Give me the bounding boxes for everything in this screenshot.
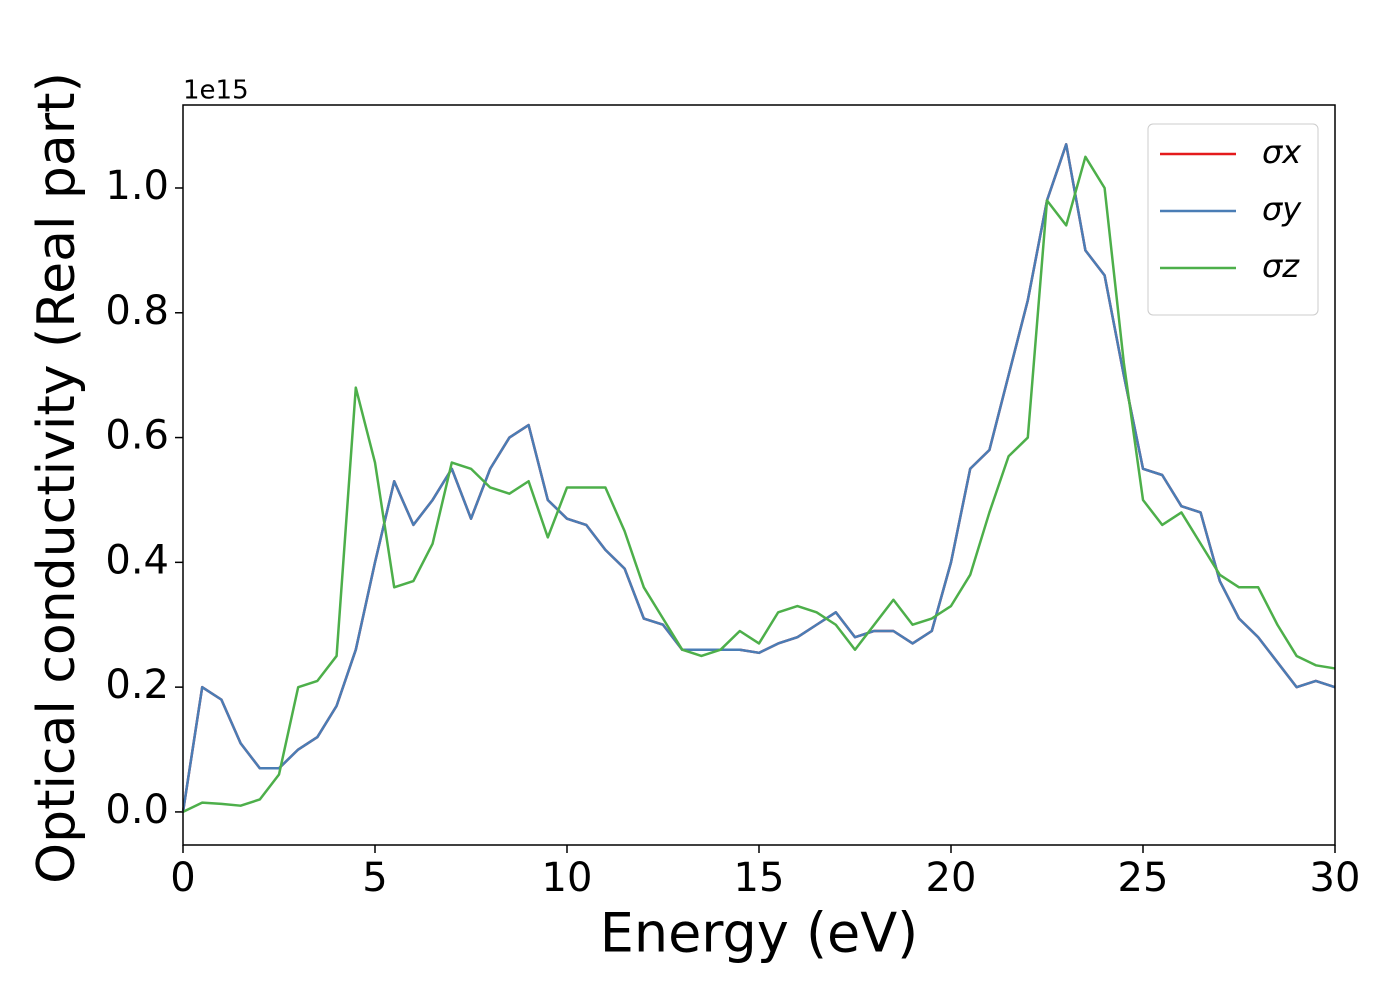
x-tick-label: 20: [926, 855, 977, 901]
x-axis-label: Energy (eV): [600, 902, 919, 965]
x-tick-label: 30: [1310, 855, 1361, 901]
legend-label: σy: [1262, 190, 1302, 228]
plot-frame: [182, 104, 1336, 846]
series-line: [181, 143, 1336, 813]
y-tick-label: 0.6: [105, 413, 169, 459]
y-tick-label: 0.8: [105, 288, 169, 334]
x-tick-label: 10: [542, 855, 593, 901]
offset-label: 1e15: [183, 76, 249, 106]
y-axis-label: Optical conductivity (Real part): [27, 72, 87, 884]
y-tick-label: 0.2: [105, 662, 169, 708]
series-line: [182, 155, 1336, 814]
x-tick-label: 25: [1118, 855, 1169, 901]
y-tick-label: 0.0: [105, 787, 169, 833]
x-tick-label: 15: [734, 855, 785, 901]
y-tick-label: 0.4: [105, 537, 169, 583]
legend-label: σx: [1262, 133, 1302, 171]
y-tick-label: 1.0: [105, 163, 169, 209]
x-tick-label: 0: [170, 855, 195, 901]
legend-label: σz: [1262, 247, 1300, 285]
x-tick-label: 5: [362, 855, 387, 901]
